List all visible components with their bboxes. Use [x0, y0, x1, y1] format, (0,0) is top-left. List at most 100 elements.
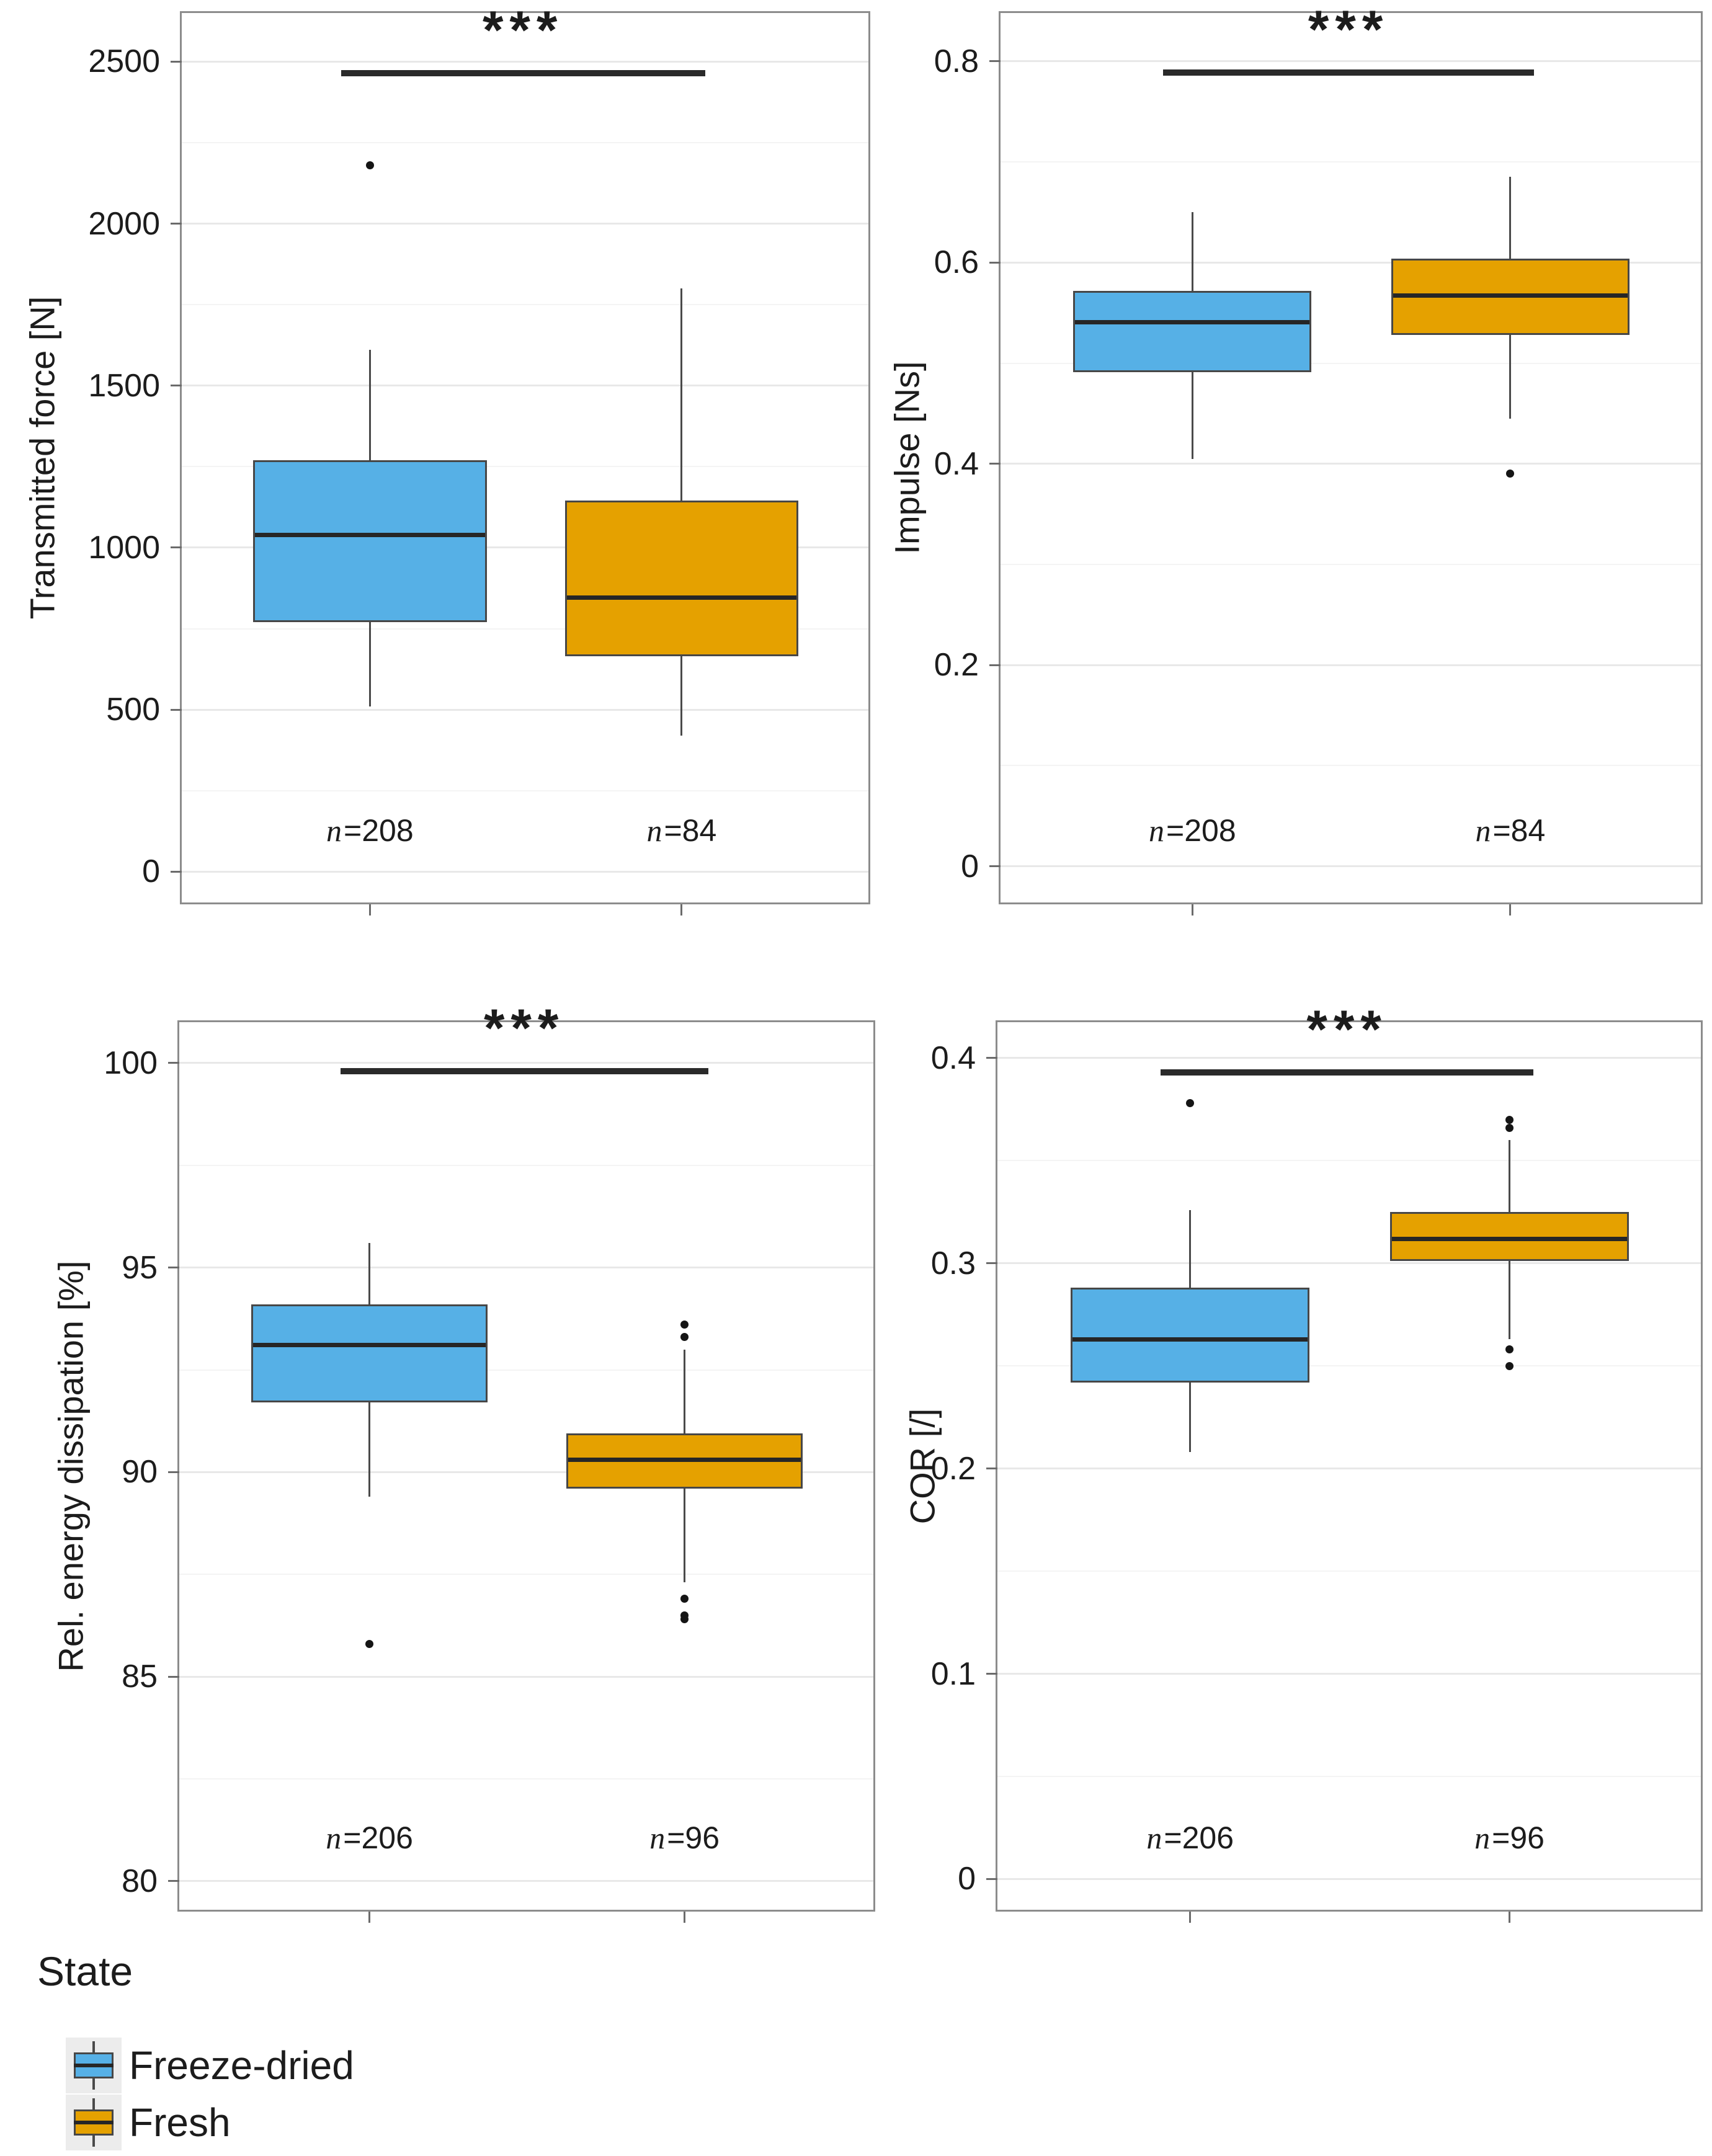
plot-area: 0 500 1000 1500 2000 2500 *** n=208 n=84	[88, 1, 870, 915]
y-tick-label: 0.2	[934, 647, 979, 684]
significance-bar	[1162, 69, 1535, 76]
gridline-minor	[1001, 563, 1701, 565]
gridline-major	[997, 1673, 1701, 1675]
gridline-major	[997, 1468, 1701, 1470]
whisker-lower	[368, 622, 371, 706]
y-tick-mark	[989, 60, 1001, 63]
gridline-major	[997, 1262, 1701, 1265]
gridline-major	[182, 60, 868, 63]
gridline-major	[1001, 865, 1701, 868]
outlier-dot	[680, 1615, 689, 1624]
y-tick-label: 0	[961, 848, 979, 884]
y-tick-label: 0.1	[930, 1655, 976, 1692]
y-tick-mark	[171, 546, 182, 549]
significance-stars: ***	[1308, 0, 1389, 60]
y-tick-mark	[168, 1880, 179, 1882]
gridline-minor	[1001, 161, 1701, 163]
median-line	[253, 1343, 486, 1348]
box-freeze-dried	[1070, 1288, 1310, 1383]
x-tick-mark	[1509, 904, 1512, 915]
gridline-major	[1001, 664, 1701, 666]
plot-area: 0 0.1 0.2 0.3 0.4 *** n=206 n=96	[931, 1000, 1703, 1923]
whisker-upper	[1509, 177, 1512, 259]
whisker-lower	[684, 1488, 686, 1583]
gridline-minor	[997, 1570, 1701, 1572]
legend-row-fresh: Fresh	[37, 2094, 354, 2151]
y-tick-mark	[986, 1057, 997, 1059]
gridline-minor	[182, 141, 868, 143]
gridline-minor	[179, 1369, 873, 1371]
legend: State Freeze-dried Fresh	[37, 1948, 354, 2151]
gridline-major	[182, 223, 868, 225]
significance-bar	[341, 69, 705, 76]
n-count-label: n=84	[1475, 813, 1546, 848]
gridline-minor	[1001, 765, 1701, 767]
x-tick-mark	[680, 904, 683, 915]
boxplot-key-icon	[66, 2095, 122, 2150]
y-tick-mark	[171, 60, 182, 63]
outlier-dot	[1505, 1361, 1514, 1370]
median-line	[566, 595, 797, 600]
gridline-minor	[182, 466, 868, 468]
whisker-upper	[1189, 1209, 1192, 1288]
y-tick-label: 95	[122, 1249, 158, 1286]
n-count-label: n=208	[1149, 813, 1236, 848]
gridline-major	[182, 385, 868, 387]
outlier-dot	[1505, 1345, 1514, 1354]
y-tick-label: 0.3	[930, 1245, 976, 1281]
n-count-label: n=96	[649, 1820, 720, 1855]
y-tick-label: 1000	[88, 529, 160, 566]
median-line	[568, 1458, 801, 1463]
box-freeze-dried	[251, 1304, 488, 1403]
whisker-upper	[1509, 1140, 1511, 1213]
y-tick-mark	[989, 261, 1001, 264]
plot-area: 80 85 90 95 100 *** n=206 n=96	[104, 999, 875, 1923]
whisker-upper	[368, 1243, 371, 1304]
box-freeze-dried	[1073, 290, 1312, 373]
median-line	[1075, 319, 1310, 324]
significance-bar	[1161, 1069, 1534, 1076]
significance-stars: ***	[482, 0, 564, 60]
y-tick-mark	[986, 1262, 997, 1265]
y-tick-label: 0.6	[934, 244, 979, 281]
legend-title: State	[37, 1948, 133, 1994]
gridline-minor	[997, 1775, 1701, 1777]
y-axis-title: Transmitted force [N]	[22, 296, 62, 620]
gridline-minor	[179, 1778, 873, 1780]
y-tick-label: 2500	[88, 43, 160, 80]
y-tick-label: 0.2	[930, 1450, 976, 1487]
gridline-major	[997, 1878, 1701, 1880]
whisker-upper	[684, 1349, 686, 1433]
gridline-major	[179, 1267, 873, 1269]
legend-row-freeze-dried: Freeze-dried	[37, 2037, 354, 2094]
x-tick-mark	[1189, 1912, 1192, 1923]
y-tick-mark	[989, 664, 1001, 666]
median-line	[255, 532, 485, 537]
plot-area: 0 0.2 0.4 0.6 0.8 *** n=208 n=84	[934, 0, 1703, 915]
gridline-major	[182, 708, 868, 711]
whisker-lower	[1509, 335, 1512, 419]
y-tick-label: 500	[106, 692, 160, 728]
significance-bar	[340, 1068, 708, 1075]
y-tick-mark	[171, 385, 182, 387]
x-tick-mark	[1191, 904, 1193, 915]
y-tick-label: 1500	[88, 367, 160, 404]
key-median	[74, 2121, 114, 2124]
outlier-dot	[1186, 1099, 1195, 1108]
median-line	[1072, 1337, 1308, 1342]
y-tick-mark	[986, 1673, 997, 1675]
y-tick-mark	[168, 1675, 179, 1678]
significance-stars: ***	[1306, 1000, 1388, 1060]
outlier-dot	[365, 161, 374, 170]
gridline-major	[182, 546, 868, 549]
x-tick-mark	[368, 1912, 371, 1923]
y-tick-label: 0.4	[930, 1040, 976, 1076]
y-tick-mark	[989, 463, 1001, 465]
panel-cor: COR [/] 0 0.1 0.2 0.3 0.4 *** n=206 n=96	[903, 1000, 1703, 1923]
whisker-lower	[1509, 1261, 1511, 1340]
gridline-minor	[182, 304, 868, 306]
legend-label: Freeze-dried	[129, 2043, 354, 2088]
gridline-major	[179, 1675, 873, 1678]
n-count-label: n=206	[326, 1820, 413, 1855]
